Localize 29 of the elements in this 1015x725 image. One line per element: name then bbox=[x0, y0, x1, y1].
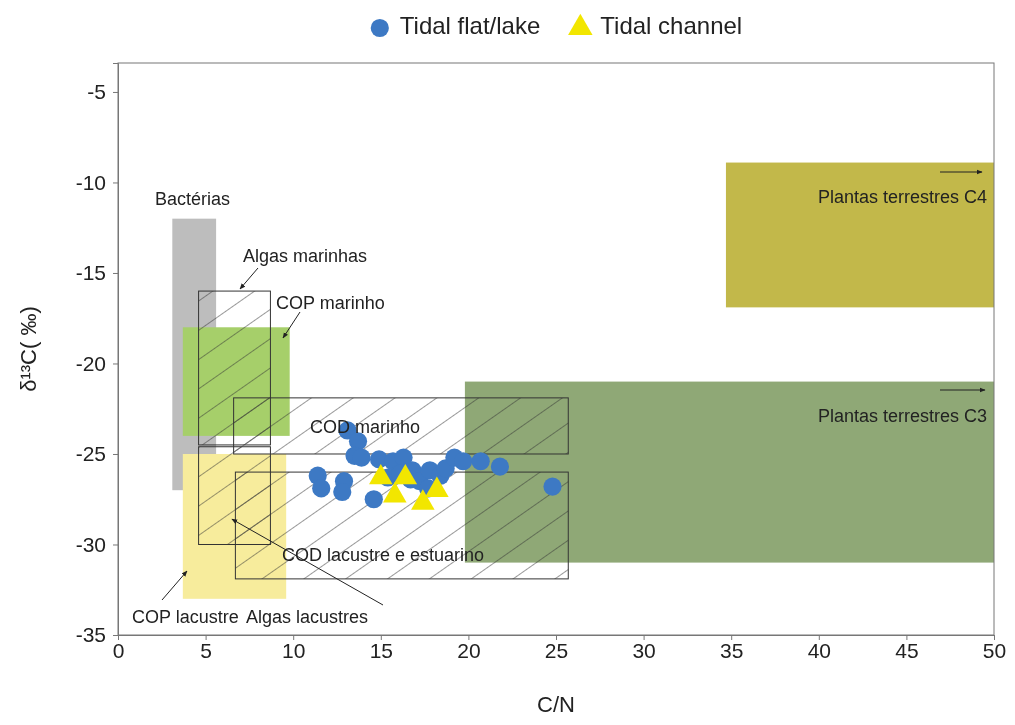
y-tick-label: -35 bbox=[75, 623, 106, 647]
x-tick-label: 50 bbox=[982, 638, 1007, 662]
y-tick-label: -15 bbox=[75, 261, 106, 285]
y-tick-label: -25 bbox=[75, 442, 106, 466]
x-tick-label: 10 bbox=[282, 638, 306, 662]
annotation: COP lacustre bbox=[132, 606, 239, 627]
x-tick-label: 15 bbox=[369, 638, 393, 662]
annotation: Plantas terrestres C3 bbox=[817, 405, 987, 426]
x-tick-label: 5 bbox=[200, 638, 212, 662]
x-tick-label: 45 bbox=[895, 638, 919, 662]
x-tick-label: 40 bbox=[807, 638, 831, 662]
annotation: Bactérias bbox=[155, 188, 231, 209]
x-tick-label: 25 bbox=[544, 638, 569, 662]
x-tick-label: 0 bbox=[112, 638, 125, 662]
y-tick-label: -5 bbox=[87, 80, 106, 104]
x-axis-title: C/N bbox=[537, 692, 575, 717]
y-tick-label: -10 bbox=[75, 170, 106, 194]
annotation: Algas marinhas bbox=[243, 245, 368, 266]
y-axis-title: δ¹³C( ‰) bbox=[16, 306, 41, 392]
legend-label: Tidal channel bbox=[600, 12, 743, 40]
annotation: Algas lacustres bbox=[246, 606, 369, 627]
annotation: Plantas terrestres C4 bbox=[817, 186, 987, 207]
annotation: COP marinho bbox=[276, 292, 385, 313]
x-tick-label: 20 bbox=[457, 638, 481, 662]
x-tick-label: 35 bbox=[720, 638, 744, 662]
y-tick-label: -20 bbox=[75, 351, 106, 375]
legend-label: Tidal flat/lake bbox=[399, 12, 541, 40]
x-tick-label: 30 bbox=[632, 638, 656, 662]
y-tick-label: -30 bbox=[75, 532, 106, 556]
